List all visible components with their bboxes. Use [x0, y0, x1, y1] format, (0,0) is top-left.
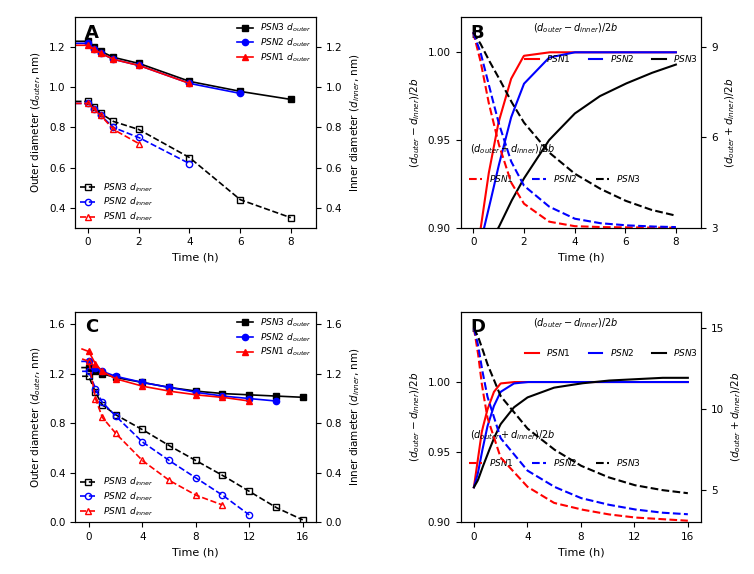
Legend: $PSN3$ $d_{inner}$, $PSN2$ $d_{inner}$, $PSN1$ $d_{inner}$: $PSN3$ $d_{inner}$, $PSN2$ $d_{inner}$, … [80, 476, 154, 518]
Y-axis label: $(d_{outer}-d_{inner})/2b$: $(d_{outer}-d_{inner})/2b$ [409, 372, 422, 462]
Y-axis label: $(d_{outer}+d_{inner})/2b$: $(d_{outer}+d_{inner})/2b$ [723, 77, 737, 168]
X-axis label: Time (h): Time (h) [557, 548, 604, 557]
Text: D: D [470, 318, 485, 336]
Text: $(d_{outer}+d_{inner})/2b$: $(d_{outer}+d_{inner})/2b$ [470, 142, 555, 156]
Text: $(d_{outer}-d_{inner})/2b$: $(d_{outer}-d_{inner})/2b$ [533, 21, 618, 35]
Text: C: C [85, 318, 98, 336]
Text: $(d_{outer}+d_{inner})/2b$: $(d_{outer}+d_{inner})/2b$ [470, 428, 555, 442]
Legend: $PSN1$, $PSN2$, $PSN3$: $PSN1$, $PSN2$, $PSN3$ [465, 453, 645, 471]
Y-axis label: $(d_{outer}+d_{inner})/2b$: $(d_{outer}+d_{inner})/2b$ [730, 372, 743, 462]
Y-axis label: Inner diameter ($d_{inner}$, nm): Inner diameter ($d_{inner}$, nm) [348, 53, 362, 192]
Text: A: A [85, 24, 99, 41]
X-axis label: Time (h): Time (h) [173, 253, 219, 263]
X-axis label: Time (h): Time (h) [173, 548, 219, 557]
Y-axis label: Inner diameter ($d_{inner}$, nm): Inner diameter ($d_{inner}$, nm) [348, 348, 362, 486]
Y-axis label: $(d_{outer}-d_{inner})/2b$: $(d_{outer}-d_{inner})/2b$ [409, 77, 422, 168]
Legend: $PSN1$, $PSN2$, $PSN3$: $PSN1$, $PSN2$, $PSN3$ [465, 169, 645, 187]
Y-axis label: Outer diameter ($d_{outer}$, nm): Outer diameter ($d_{outer}$, nm) [30, 346, 44, 488]
Text: $(d_{outer}-d_{inner})/2b$: $(d_{outer}-d_{inner})/2b$ [533, 316, 618, 329]
X-axis label: Time (h): Time (h) [557, 253, 604, 263]
Legend: $PSN3$ $d_{inner}$, $PSN2$ $d_{inner}$, $PSN1$ $d_{inner}$: $PSN3$ $d_{inner}$, $PSN2$ $d_{inner}$, … [80, 181, 154, 223]
Text: B: B [470, 24, 484, 41]
Y-axis label: Outer diameter ($d_{outer}$, nm): Outer diameter ($d_{outer}$, nm) [30, 52, 44, 193]
